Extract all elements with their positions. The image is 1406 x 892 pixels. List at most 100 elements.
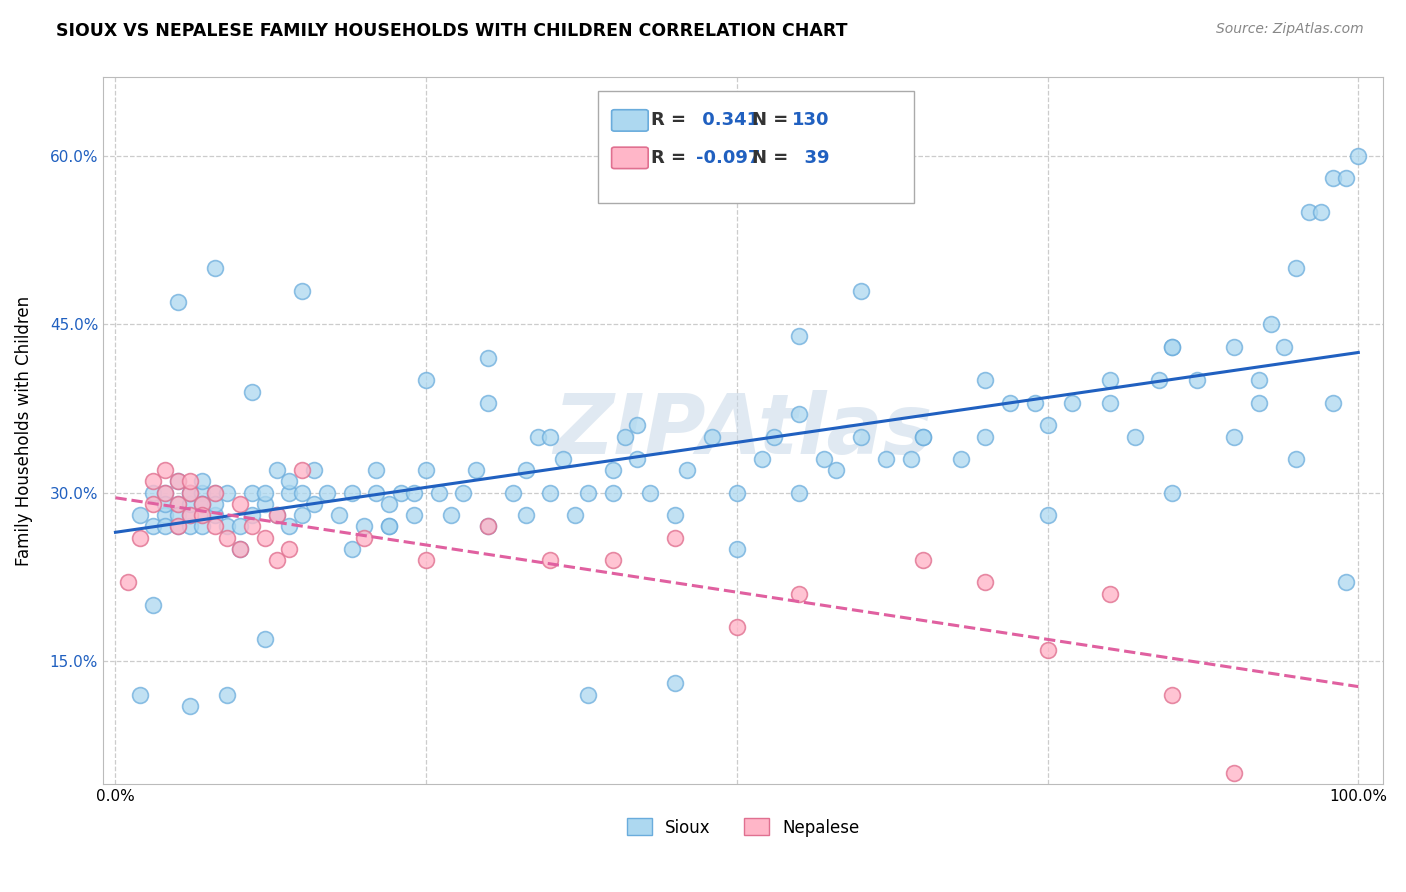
Point — [402, 508, 425, 522]
Point — [1036, 418, 1059, 433]
Point — [142, 485, 165, 500]
Point — [787, 485, 810, 500]
Point — [204, 261, 226, 276]
Point — [304, 497, 326, 511]
Point — [179, 698, 201, 713]
Point — [751, 452, 773, 467]
Point — [217, 531, 239, 545]
Point — [229, 519, 252, 533]
Point — [142, 497, 165, 511]
Point — [217, 519, 239, 533]
Point — [1185, 373, 1208, 387]
Point — [153, 519, 176, 533]
Point — [304, 463, 326, 477]
Point — [191, 497, 214, 511]
Point — [1098, 396, 1121, 410]
Point — [427, 485, 450, 500]
Text: SIOUX VS NEPALESE FAMILY HOUSEHOLDS WITH CHILDREN CORRELATION CHART: SIOUX VS NEPALESE FAMILY HOUSEHOLDS WITH… — [56, 22, 848, 40]
Point — [191, 475, 214, 489]
Point — [229, 541, 252, 556]
Point — [602, 485, 624, 500]
Point — [515, 508, 537, 522]
Point — [153, 463, 176, 477]
Point — [1098, 373, 1121, 387]
Point — [229, 497, 252, 511]
Point — [912, 429, 935, 443]
Point — [378, 519, 401, 533]
Point — [291, 284, 314, 298]
Point — [291, 508, 314, 522]
Point — [415, 553, 437, 567]
Point — [1247, 396, 1270, 410]
Point — [166, 519, 188, 533]
Y-axis label: Family Households with Children: Family Households with Children — [15, 296, 32, 566]
Point — [1223, 766, 1246, 780]
Point — [849, 284, 872, 298]
Point — [240, 485, 263, 500]
Point — [664, 676, 686, 690]
Point — [477, 351, 499, 365]
Point — [191, 485, 214, 500]
Point — [540, 485, 562, 500]
Text: 39: 39 — [792, 149, 830, 167]
Point — [179, 485, 201, 500]
Point — [1334, 171, 1357, 186]
Point — [166, 497, 188, 511]
Point — [191, 508, 214, 522]
Text: -0.097: -0.097 — [696, 149, 761, 167]
Point — [378, 497, 401, 511]
Point — [278, 475, 301, 489]
Point — [1160, 340, 1182, 354]
Point — [787, 407, 810, 421]
Point — [389, 485, 412, 500]
Point — [1036, 642, 1059, 657]
Point — [477, 396, 499, 410]
Point — [253, 485, 276, 500]
Point — [700, 429, 723, 443]
Point — [179, 508, 201, 522]
Point — [129, 508, 152, 522]
Point — [1310, 205, 1333, 219]
Point — [1160, 485, 1182, 500]
Point — [477, 519, 499, 533]
Point — [129, 531, 152, 545]
Point — [153, 497, 176, 511]
Text: Source: ZipAtlas.com: Source: ZipAtlas.com — [1216, 22, 1364, 37]
Point — [1000, 396, 1022, 410]
Point — [1062, 396, 1084, 410]
Point — [825, 463, 848, 477]
Point — [204, 519, 226, 533]
Point — [974, 429, 997, 443]
Point — [191, 508, 214, 522]
Point — [1036, 508, 1059, 522]
Point — [278, 485, 301, 500]
Point — [440, 508, 463, 522]
Point — [240, 384, 263, 399]
Point — [974, 575, 997, 590]
Point — [813, 452, 835, 467]
Point — [1347, 149, 1369, 163]
Point — [576, 688, 599, 702]
Point — [166, 475, 188, 489]
Point — [1285, 261, 1308, 276]
Point — [1247, 373, 1270, 387]
Point — [602, 463, 624, 477]
Point — [725, 620, 748, 634]
Point — [253, 531, 276, 545]
Point — [204, 485, 226, 500]
Point — [266, 508, 288, 522]
Point — [129, 688, 152, 702]
Point — [179, 475, 201, 489]
Point — [278, 541, 301, 556]
Point — [217, 688, 239, 702]
Point — [626, 452, 648, 467]
Point — [787, 328, 810, 343]
Point — [179, 485, 201, 500]
Point — [166, 294, 188, 309]
Point — [875, 452, 897, 467]
Point — [1024, 396, 1046, 410]
Point — [974, 373, 997, 387]
Point — [117, 575, 139, 590]
Point — [1298, 205, 1320, 219]
Point — [166, 508, 188, 522]
